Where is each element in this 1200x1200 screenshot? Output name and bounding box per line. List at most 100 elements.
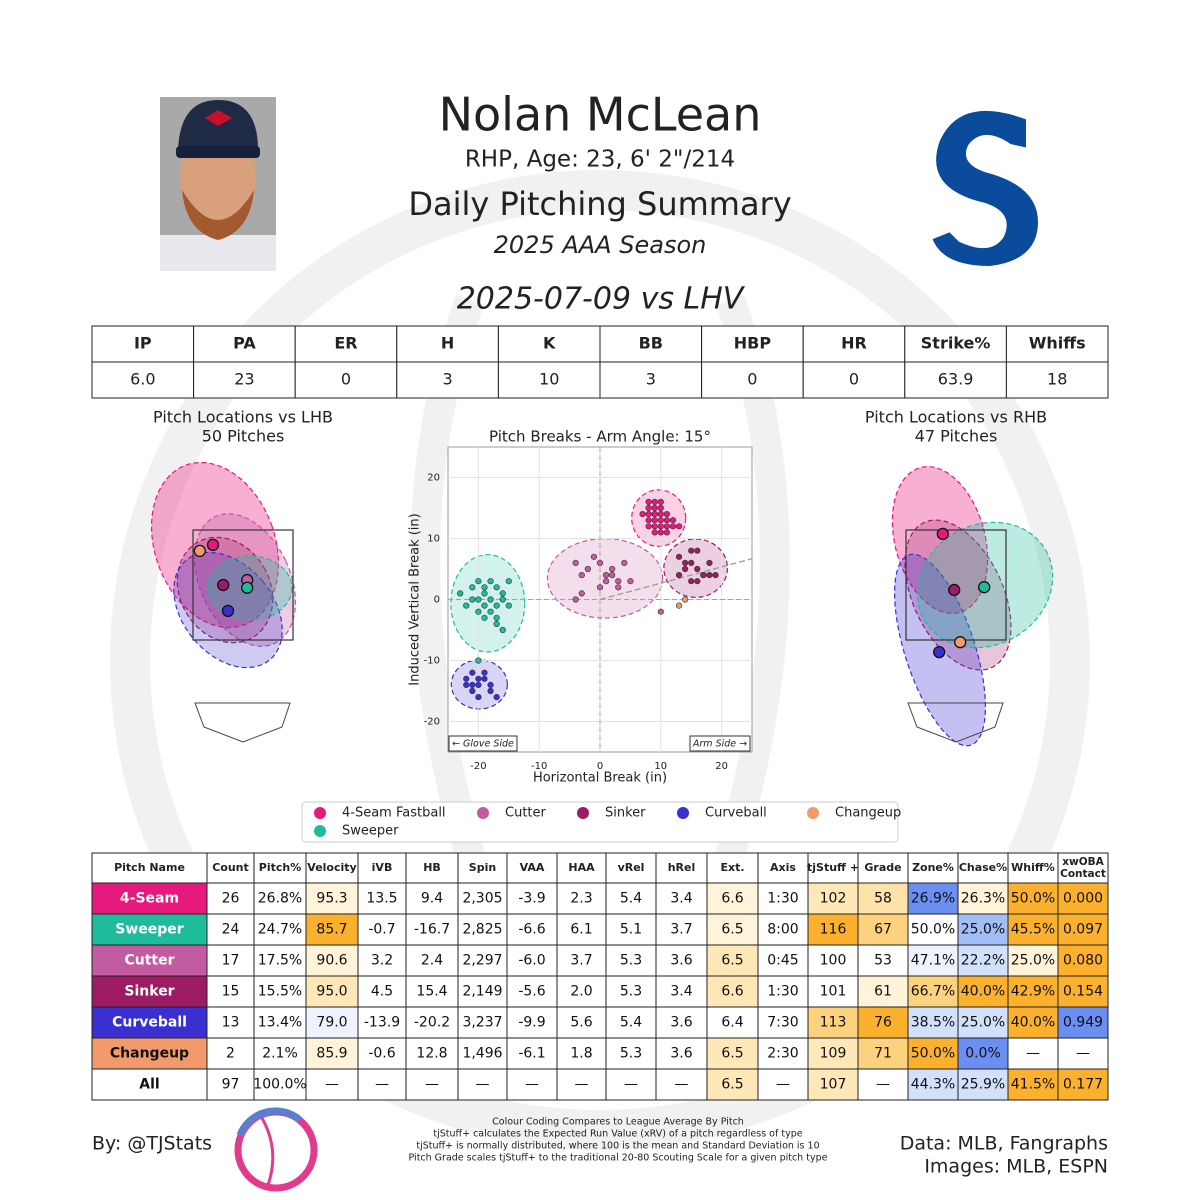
legend-marker bbox=[314, 825, 326, 837]
legend-marker bbox=[807, 807, 819, 819]
table-value: 102 bbox=[820, 891, 847, 907]
table-value: 0.080 bbox=[1063, 953, 1103, 969]
table-cell bbox=[1007, 975, 1059, 1008]
table-value: 5.6 bbox=[570, 1015, 592, 1031]
table-cell bbox=[405, 1068, 459, 1101]
pitch-point bbox=[493, 614, 500, 621]
table-value: -9.9 bbox=[518, 1015, 545, 1031]
table-cell bbox=[405, 882, 459, 915]
table-cell bbox=[907, 882, 959, 915]
table-value: 5.3 bbox=[620, 984, 642, 1000]
table-cell bbox=[706, 882, 759, 915]
pitch-point bbox=[475, 657, 482, 664]
table-cell bbox=[807, 944, 859, 977]
table-header-cell bbox=[655, 852, 708, 884]
table-value: 6.1 bbox=[570, 922, 592, 938]
table-value: 0.949 bbox=[1063, 1015, 1103, 1031]
table-header: HAA bbox=[568, 861, 595, 874]
pitch-point bbox=[481, 602, 488, 609]
stats-header: PA bbox=[233, 334, 256, 353]
table-cell bbox=[857, 1068, 909, 1101]
pitch-point bbox=[651, 498, 658, 506]
pitch-point bbox=[663, 523, 670, 530]
table-cell bbox=[253, 975, 307, 1008]
table-value: — bbox=[575, 1077, 589, 1093]
legend-marker bbox=[577, 807, 589, 819]
pitch-point bbox=[688, 559, 695, 567]
table-value: -5.6 bbox=[518, 984, 545, 1000]
stats-cell bbox=[599, 361, 703, 399]
table-cell bbox=[506, 1068, 558, 1101]
table-header: Pitch Name bbox=[114, 861, 185, 874]
pitch-point bbox=[487, 687, 494, 695]
table-value: 13.4% bbox=[258, 1015, 302, 1031]
stats-cell bbox=[396, 325, 499, 363]
table-header: Contact bbox=[1060, 868, 1106, 880]
pitch-point bbox=[499, 590, 506, 597]
table-cell bbox=[655, 1068, 708, 1101]
table-value: 53 bbox=[874, 953, 892, 969]
lhb-zone bbox=[192, 529, 294, 641]
table-value: 25.0% bbox=[961, 922, 1005, 938]
table-cell bbox=[457, 913, 508, 946]
table-value: 50.0% bbox=[911, 922, 955, 938]
table-cell bbox=[1057, 1068, 1109, 1101]
table-cell bbox=[556, 1068, 607, 1101]
table-cell bbox=[506, 1037, 558, 1070]
table-cell bbox=[757, 975, 809, 1008]
table-value: 6.5 bbox=[721, 953, 743, 969]
stats-value: 0 bbox=[849, 370, 859, 389]
table-cell bbox=[1007, 1037, 1059, 1070]
table-cell bbox=[605, 1068, 657, 1101]
source: Data: MLB, Fangraphs bbox=[900, 1133, 1108, 1155]
pitch-point bbox=[493, 620, 500, 628]
table-header-cell bbox=[957, 852, 1009, 884]
stats-header: K bbox=[543, 334, 556, 353]
table-value: 0.0% bbox=[965, 1046, 1001, 1062]
table-header-cell bbox=[91, 852, 208, 884]
table-cell bbox=[807, 1006, 859, 1039]
pitch-point bbox=[675, 571, 683, 579]
stats-header: Strike% bbox=[921, 334, 991, 353]
table-value: — bbox=[675, 1077, 689, 1093]
table-cell bbox=[706, 913, 759, 946]
table-value: 90.6 bbox=[316, 953, 347, 969]
legend-label: Cutter bbox=[505, 806, 547, 821]
chart-subtitle: 50 Pitches bbox=[202, 427, 285, 446]
table-value: -3.9 bbox=[518, 891, 545, 907]
table-value: 22.2% bbox=[961, 953, 1005, 969]
stats-header: Whiffs bbox=[1029, 334, 1086, 353]
pitch-point bbox=[469, 596, 476, 603]
table-value: 17.5% bbox=[258, 953, 302, 969]
headshot bbox=[160, 97, 276, 271]
table-cell bbox=[253, 913, 307, 946]
tjstats-logo bbox=[234, 1107, 318, 1192]
table-value: 95.0 bbox=[316, 984, 347, 1000]
table-header: Spin bbox=[469, 861, 496, 874]
location-point bbox=[206, 538, 220, 551]
table-value: 0.177 bbox=[1063, 1077, 1103, 1093]
table-value: -6.1 bbox=[518, 1046, 545, 1062]
table-value: 85.7 bbox=[316, 922, 347, 938]
stats-cell bbox=[294, 361, 398, 399]
table-header: xwOBA bbox=[1062, 856, 1104, 868]
pitch-point bbox=[493, 693, 500, 701]
pitch-point bbox=[621, 559, 628, 567]
table-cell bbox=[907, 1006, 959, 1039]
table-cell bbox=[206, 1068, 255, 1101]
table-value: 4.5 bbox=[371, 984, 393, 1000]
table-value: 26.9% bbox=[911, 891, 955, 907]
table-cell bbox=[357, 1006, 407, 1039]
table-cell bbox=[655, 1006, 708, 1039]
stats-value: 10 bbox=[539, 370, 559, 389]
pitch-point bbox=[602, 578, 610, 585]
table-value: 6.5 bbox=[721, 1046, 743, 1062]
pitch-point bbox=[469, 681, 476, 689]
footnote: tjStuff+ calculates the Expected Run Val… bbox=[433, 1129, 802, 1140]
table-value: 76 bbox=[874, 1015, 892, 1031]
table-cell bbox=[305, 944, 359, 977]
table-value: 1,496 bbox=[462, 1046, 502, 1062]
table-value: 2.1% bbox=[262, 1046, 298, 1062]
stats-cell bbox=[497, 361, 601, 399]
table-cell bbox=[706, 1037, 759, 1070]
